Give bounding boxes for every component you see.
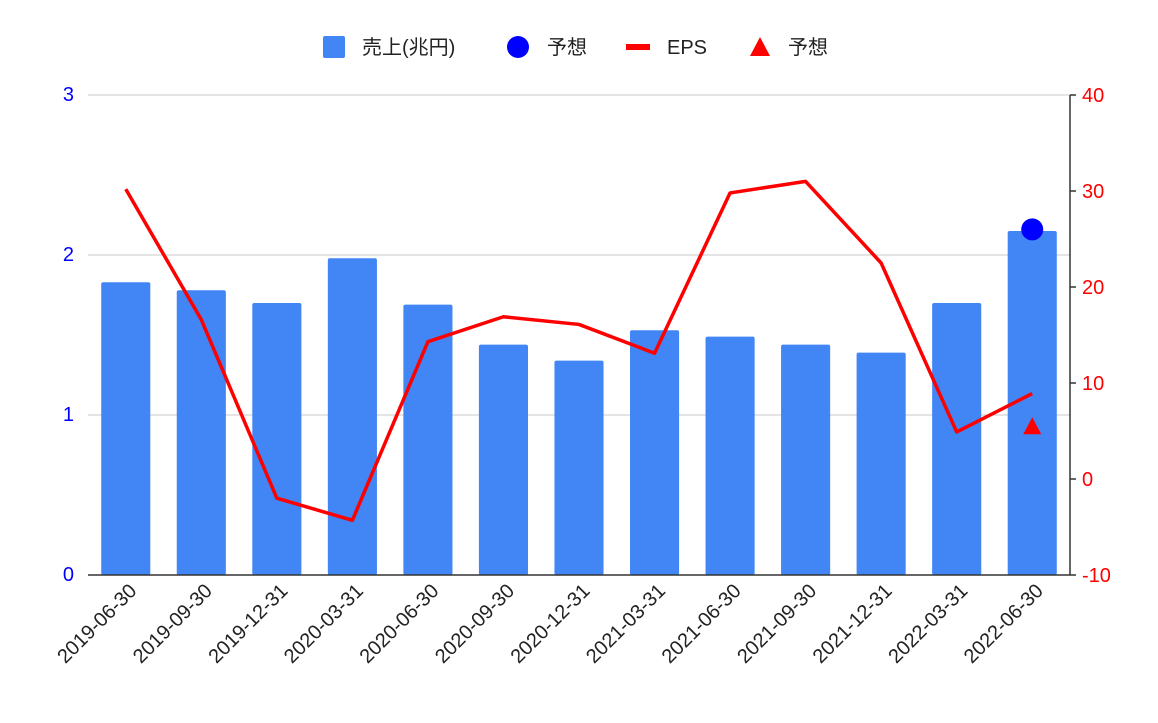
bar xyxy=(1007,231,1057,575)
bar xyxy=(705,336,755,575)
legend-label-forecast-sales: 予想 xyxy=(547,36,587,59)
right-tick-label: 30 xyxy=(1082,181,1104,203)
line-series xyxy=(124,179,1034,523)
bar xyxy=(781,344,831,575)
bar xyxy=(252,303,302,575)
x-tick-label: 2021-03-31 xyxy=(582,580,670,668)
x-tick-label: 2022-03-31 xyxy=(884,580,972,668)
x-axis-ticks: 2019-06-302019-09-302019-12-312020-03-31… xyxy=(53,580,1047,668)
x-tick-label: 2021-09-30 xyxy=(733,580,821,668)
legend-swatch-sales xyxy=(323,36,345,58)
left-tick-label: 0 xyxy=(63,564,74,586)
forecast-eps-point xyxy=(1023,417,1042,435)
legend-label-eps: EPS xyxy=(667,37,707,59)
bar-series xyxy=(101,231,1057,575)
bar xyxy=(176,290,226,575)
right-tick-label: 40 xyxy=(1082,85,1104,107)
x-tick-label: 2020-12-31 xyxy=(507,580,595,668)
legend-label-sales: 売上(兆円) xyxy=(362,36,455,59)
right-axis-ticks: -10 0 10 20 30 40 xyxy=(1082,85,1111,587)
x-tick-label: 2021-06-30 xyxy=(658,580,746,668)
left-tick-label: 1 xyxy=(63,404,74,426)
bar xyxy=(554,360,604,575)
x-tick-label: 2022-06-30 xyxy=(960,580,1048,668)
forecast-sales-point xyxy=(1021,218,1044,241)
bar xyxy=(629,330,680,575)
legend-label-forecast-eps: 予想 xyxy=(788,36,828,59)
x-tick-label: 2019-09-30 xyxy=(129,580,217,668)
right-tick-label: 0 xyxy=(1082,469,1093,491)
eps-line xyxy=(124,179,1034,523)
bar xyxy=(856,352,906,575)
right-tick-label: 20 xyxy=(1082,277,1104,299)
bar xyxy=(478,344,529,575)
legend-swatch-forecast-eps xyxy=(750,37,770,56)
forecast-markers xyxy=(1021,218,1044,435)
legend-swatch-forecast-sales xyxy=(507,36,529,58)
bar xyxy=(327,258,377,575)
left-tick-label: 2 xyxy=(63,244,74,266)
x-tick-label: 2021-12-31 xyxy=(809,580,897,668)
right-tick-label: -10 xyxy=(1082,565,1111,587)
bar xyxy=(932,303,982,575)
axes xyxy=(88,94,1076,576)
left-axis-ticks: 0 1 2 3 xyxy=(63,84,74,586)
x-tick-label: 2020-06-30 xyxy=(356,580,444,668)
legend: 売上(兆円) 予想 EPS 予想 xyxy=(323,36,828,59)
x-tick-label: 2020-09-30 xyxy=(431,580,519,668)
legend-swatch-eps xyxy=(626,44,650,50)
bar xyxy=(101,282,151,575)
x-tick-label: 2020-03-31 xyxy=(280,580,368,668)
right-tick-label: 10 xyxy=(1082,373,1104,395)
left-tick-label: 3 xyxy=(63,84,74,106)
x-tick-label: 2019-06-30 xyxy=(53,580,141,668)
x-tick-label: 2019-12-31 xyxy=(204,580,292,668)
